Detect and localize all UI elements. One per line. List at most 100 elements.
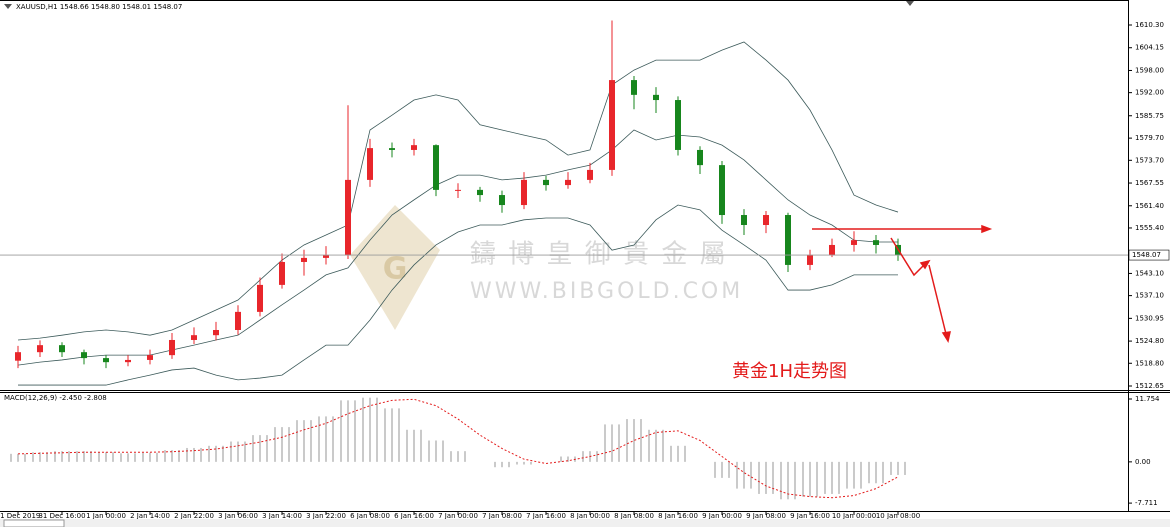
signal-line [17,398,899,499]
y-tick-label: 1579.70 [1135,134,1164,142]
candle-body [543,179,549,186]
x-tick-label: 3 Jan 14:00 [262,512,302,520]
candle-body [455,189,461,191]
candle-body [213,329,219,336]
macd-title: MACD(12,26,9) -2.450 -2.808 [4,394,107,402]
arrow-line [890,237,926,277]
candle-body [103,358,109,363]
candle-body [807,254,813,265]
x-tick-label: 31 Dec 16:00 [38,512,85,520]
candle-body [15,352,21,361]
candle-body [301,257,307,262]
arrow-head [981,224,993,234]
last-price-box [1128,249,1170,261]
y-tick-label: 1543.10 [1135,269,1164,277]
candle-body [785,215,791,265]
candle-body [345,179,351,255]
candle-body [587,169,593,180]
candle-body [521,179,527,206]
candle-body [741,215,747,226]
y-tick-label: 1585.75 [1135,112,1164,120]
x-tick-label: 7 Jan 16:00 [526,512,566,520]
candle-body [829,244,835,255]
symbol-icon [4,4,12,9]
y-tick-label: 1561.40 [1135,202,1164,210]
candle-body [477,189,483,196]
x-tick-label: 3 Jan 22:00 [306,512,346,520]
shift-marker [906,1,914,6]
watermark-text: 鑄 博 皇 御 貴 金 屬 [470,240,728,270]
arrow-head [919,259,931,270]
x-tick-label: 7 Jan 08:00 [482,512,522,520]
x-tick-label: 6 Jan 08:00 [350,512,390,520]
y-tick-label: 1610.30 [1135,21,1164,29]
x-tick-label: 8 Jan 00:00 [570,512,610,520]
y-tick-label: 1512.65 [1135,382,1164,390]
tab[interactable] [3,519,65,528]
candle-body [257,284,263,312]
y-tick-label: 1598.00 [1135,66,1164,74]
x-tick-label: 6 Jan 16:00 [394,512,434,520]
y-tick-label: -7.711 [1135,499,1158,507]
x-tick-label: 10 Jan 00:00 [832,512,876,520]
candle-body [147,355,153,360]
candle-body [719,165,725,216]
chart-title: XAUUSD,H1 1548.66 1548.80 1548.01 1548.0… [16,3,182,11]
y-tick-label: 0.00 [1135,458,1151,466]
candle-body [125,359,131,363]
x-tick-label: 8 Jan 16:00 [658,512,698,520]
y-tick-label: 1524.80 [1135,337,1164,345]
x-tick-label: 10 Jan 08:00 [876,512,920,520]
tab-bar [0,519,1170,527]
watermark: G 鑄 博 皇 御 貴 金 屬 WWW.BIBGOLD.COM [350,205,743,330]
candle-body [169,339,175,356]
x-tick-label: 8 Jan 08:00 [614,512,654,520]
x-tick-label: 9 Jan 16:00 [790,512,830,520]
candle-body [59,345,65,353]
x-tick-label: 9 Jan 08:00 [746,512,786,520]
x-tick-label: 3 Jan 06:00 [218,512,258,520]
candle-body [37,345,43,353]
candle-body [675,100,681,150]
y-tick-label: 1604.15 [1135,44,1164,52]
candle-body [389,148,395,150]
x-tick-label: 2 Jan 22:00 [174,512,214,520]
candle-body [235,311,241,330]
y-tick-label: 1518.80 [1135,359,1164,367]
x-tick-label: 31 Dec 2019 [0,512,40,520]
watermark-url: WWW.BIBGOLD.COM [470,279,743,304]
candle-body [609,80,615,170]
watermark-logo [350,205,440,330]
candle-body [433,145,439,190]
candle-body [367,148,373,180]
candle-body [631,80,637,95]
bollinger-band [17,129,898,366]
candle-body [653,94,659,101]
candle-body [873,240,879,245]
y-tick-label: 1567.55 [1135,179,1164,187]
y-tick-label: 1573.70 [1135,156,1164,164]
candle-body [697,149,703,166]
candle-body [81,352,87,359]
candle-body [851,240,857,245]
bollinger-band [18,204,898,386]
arrow-head [941,331,951,343]
candle-body [499,195,505,206]
y-tick-label: 1555.40 [1135,224,1164,232]
annotation: 黄金1H走势图 [732,361,847,382]
x-tick-label: 7 Jan 00:00 [438,512,478,520]
y-tick-label: 11.754 [1135,395,1160,403]
x-tick-label: 9 Jan 00:00 [702,512,742,520]
x-tick-label: 1 Jan 00:00 [86,512,126,520]
bollinger-band [17,41,899,341]
watermark-logo-letter: G [383,252,408,287]
candle-body [279,261,285,285]
candle-body [763,215,769,226]
y-tick-label: 1530.95 [1135,314,1164,322]
x-tick-label: 2 Jan 14:00 [130,512,170,520]
candle-body [411,145,417,150]
candle-body [323,254,329,258]
last-price-label: 1548.07 [1132,251,1161,259]
